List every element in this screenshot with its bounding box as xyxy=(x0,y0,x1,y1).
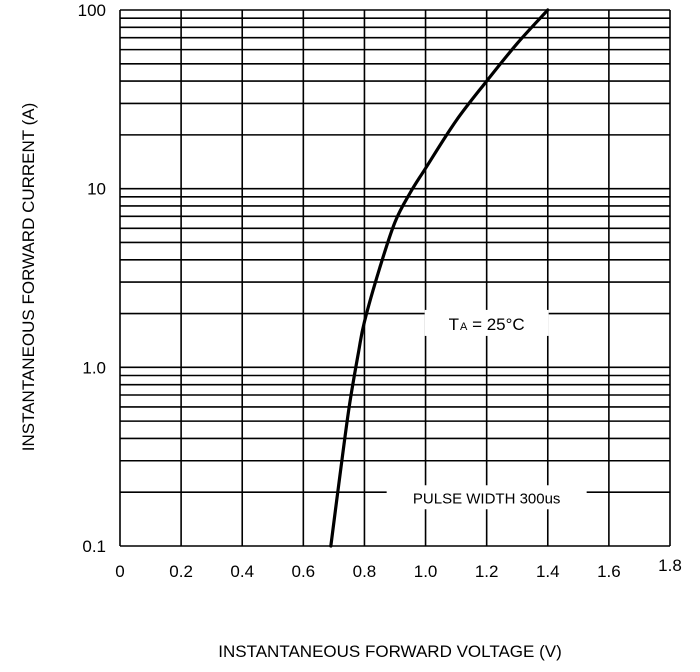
y-axis-title: INSTANTANEOUS FORWARD CURRENT (A) xyxy=(19,103,38,452)
x-tick-label: 1.2 xyxy=(475,562,499,581)
x-axis-title: INSTANTANEOUS FORWARD VOLTAGE (V) xyxy=(218,642,562,661)
series-layer xyxy=(329,8,550,548)
y-tick-labels: 0.1 1.0 10 100 xyxy=(78,1,106,556)
x-tick-label: 0 xyxy=(115,562,124,581)
x-tick-label: 0.4 xyxy=(230,562,254,581)
temperature-annotation: TA = 25°C xyxy=(424,309,549,336)
x-tick-labels: 0 0.2 0.4 0.6 0.8 1.0 1.2 1.4 1.6 1.8 xyxy=(115,556,682,581)
y-tick-label: 0.1 xyxy=(82,537,106,556)
pulse-width-annotation-text: PULSE WIDTH 300us xyxy=(413,490,561,507)
x-tick-label: 0.6 xyxy=(292,562,316,581)
y-tick-label: 1.0 xyxy=(82,358,106,377)
x-tick-label: 1.4 xyxy=(536,562,560,581)
x-tick-label: 1.0 xyxy=(414,562,438,581)
temperature-annotation-background xyxy=(424,309,549,336)
x-tick-label: 0.2 xyxy=(169,562,193,581)
grid xyxy=(119,9,671,547)
temperature-annotation-text: TA = 25°C xyxy=(449,315,525,334)
pulse-width-annotation-background xyxy=(386,485,587,510)
y-tick-label: 10 xyxy=(87,180,106,199)
pulse-width-annotation: PULSE WIDTH 300us xyxy=(386,485,587,510)
x-tick-label: 1.8 xyxy=(658,556,682,575)
temperature-subscript: A xyxy=(460,321,468,333)
y-tick-label: 100 xyxy=(78,1,106,20)
temperature-symbol: T xyxy=(449,315,459,334)
forward-curve-series xyxy=(329,8,550,548)
temperature-value: = 25°C xyxy=(467,315,524,334)
x-tick-label: 1.6 xyxy=(597,562,621,581)
x-tick-label: 0.8 xyxy=(353,562,377,581)
